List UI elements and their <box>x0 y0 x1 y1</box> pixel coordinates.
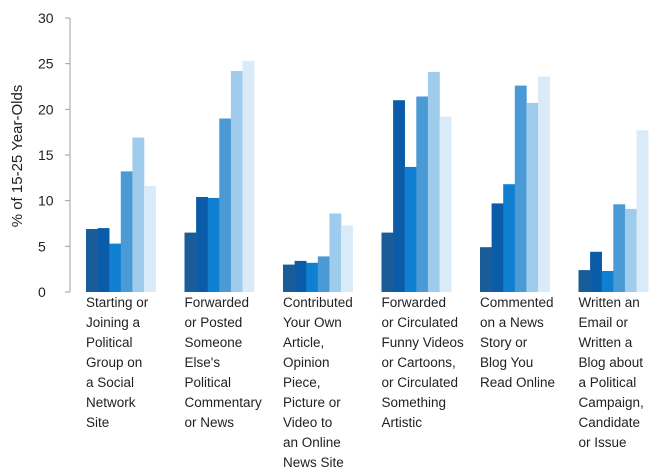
bar <box>439 116 452 292</box>
y-axis: 0 5 10 15 20 25 30 <box>38 10 71 300</box>
bar <box>109 243 122 292</box>
y-tick-label: 15 <box>38 147 54 163</box>
y-axis-label: % of 15-25 Year-Olds <box>9 85 26 228</box>
bar <box>503 184 516 292</box>
bar <box>196 197 208 292</box>
y-tick-label: 30 <box>38 10 54 26</box>
x-category-label: Forwarded or Posted Someone Else's Polit… <box>184 295 262 430</box>
bar <box>219 118 232 292</box>
bars <box>86 60 649 293</box>
x-category-label: Starting or Joining a Political Group on… <box>86 295 149 430</box>
bar <box>393 100 405 292</box>
x-category-label: Forwarded or Circulated Funny Videos or … <box>381 295 464 430</box>
bar <box>132 137 145 292</box>
bar <box>207 197 220 292</box>
bar <box>283 264 295 292</box>
bar <box>427 71 440 293</box>
bar <box>329 213 342 292</box>
bar <box>526 102 539 293</box>
bar <box>97 228 110 292</box>
bar <box>514 85 527 292</box>
bar <box>341 225 353 292</box>
x-category-label: Commented on a News Story or Blog You Re… <box>480 295 556 390</box>
y-tick-label: 0 <box>38 284 46 300</box>
bar <box>120 171 133 292</box>
bar <box>184 232 197 292</box>
bar <box>590 251 602 292</box>
bar <box>538 76 550 292</box>
y-tick-label: 20 <box>38 101 54 117</box>
bar <box>230 71 243 292</box>
x-category-label: Written an Email or Written a Blog about… <box>578 295 644 450</box>
x-category-label: Contributed Your Own Article, Opinion Pi… <box>283 295 353 470</box>
bar <box>601 271 614 292</box>
bar <box>491 203 504 292</box>
bar <box>381 232 394 292</box>
bar <box>624 208 637 292</box>
bar <box>416 96 429 292</box>
y-tick-label: 25 <box>38 56 54 72</box>
bar <box>480 247 492 292</box>
bar <box>404 166 417 292</box>
bar <box>636 130 649 292</box>
bar <box>306 262 319 292</box>
bar <box>578 270 591 292</box>
y-tick-label: 5 <box>38 238 46 254</box>
y-tick-label: 10 <box>38 193 54 209</box>
bar <box>144 186 156 292</box>
bar <box>242 60 255 293</box>
bar <box>613 204 626 292</box>
bar <box>317 256 330 292</box>
bar <box>294 260 307 292</box>
bar <box>86 229 98 292</box>
